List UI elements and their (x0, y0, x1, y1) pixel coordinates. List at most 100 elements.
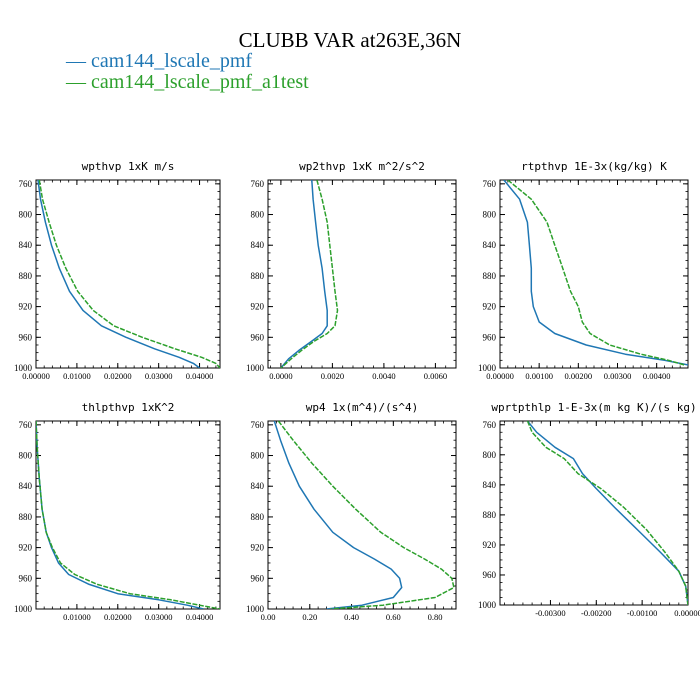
x-tick-label: 0.0020 (321, 371, 344, 381)
y-tick-label: 880 (19, 512, 33, 522)
y-tick-label: 960 (483, 332, 497, 342)
y-tick-label: 960 (19, 573, 33, 583)
y-tick-label: 920 (19, 302, 33, 312)
x-tick-label: 0.20 (302, 612, 317, 622)
series-line-cam144-lscale-pmf (37, 180, 201, 368)
y-tick-label: 840 (19, 481, 33, 491)
x-tick-label: 0.00100 (525, 371, 553, 381)
y-tick-label: 1000 (478, 363, 497, 373)
x-tick-label: 0.04000 (186, 612, 214, 622)
y-tick-label: 920 (251, 543, 265, 553)
y-tick-label: 880 (251, 512, 265, 522)
chart-panel-5: wp4 1x(m^4)/(s^4) 760 800 840 880 920 960 1000 0… (246, 401, 457, 622)
x-tick-label: -0.00300 (535, 608, 565, 618)
y-tick-label: 880 (251, 271, 265, 281)
y-tick-label: 960 (19, 332, 33, 342)
y-tick-label: 880 (483, 510, 497, 520)
y-tick-label: 800 (19, 210, 33, 220)
y-tick-label: 920 (483, 540, 497, 550)
chart-panel-3: rtpthvp 1E-3x(kg/kg) K 760 800 840 880 920 960… (478, 160, 689, 381)
y-tick-label: 880 (19, 271, 33, 281)
y-tick-label: 840 (483, 480, 497, 490)
legend-entry-cam144-lscale-pmf-a1test: — cam144_lscale_pmf_a1test (66, 71, 309, 93)
series-line-cam144-lscale-pmf (280, 180, 328, 368)
y-tick-label: 1000 (14, 363, 33, 373)
x-tick-label: 0.04000 (186, 371, 214, 381)
panel-title: wpthvp 1xK m/s (82, 160, 175, 173)
x-tick-label: -0.00100 (627, 608, 657, 618)
x-tick-label: 0.00200 (565, 371, 593, 381)
y-tick-label: 800 (251, 210, 265, 220)
series-line-cam144-lscale-pmf (36, 421, 204, 609)
series-line-cam144-lscale-pmf-a1test (507, 180, 685, 366)
y-tick-label: 960 (251, 573, 265, 583)
y-tick-label: 760 (483, 179, 497, 189)
y-tick-label: 800 (483, 450, 497, 460)
plot-frame (499, 420, 689, 606)
panel-title: rtpthvp 1E-3x(kg/kg) K (521, 160, 667, 173)
panel-title: wp2thvp 1xK m^2/s^2 (299, 160, 425, 173)
x-tick-label: 0.03000 (145, 371, 173, 381)
y-tick-label: 1000 (246, 604, 265, 614)
x-tick-label: 0.00300 (604, 371, 632, 381)
x-tick-label: 0.00000 (674, 608, 700, 618)
y-tick-label: 960 (483, 570, 497, 580)
panel-title: thlpthvp 1xK^2 (82, 401, 175, 414)
y-tick-label: 1000 (14, 604, 33, 614)
x-tick-label: 0.40 (344, 612, 359, 622)
x-tick-label: 0.0040 (372, 371, 395, 381)
plot-frame (35, 420, 221, 610)
plot-frame (267, 179, 457, 369)
x-tick-label: 0.01000 (63, 371, 91, 381)
x-tick-label: 0.0000 (269, 371, 292, 381)
y-tick-label: 920 (19, 543, 33, 553)
x-tick-label: -0.00200 (581, 608, 611, 618)
y-tick-label: 760 (483, 420, 497, 430)
x-tick-label: 0.02000 (104, 612, 132, 622)
y-tick-label: 800 (251, 451, 265, 461)
panel-title: wprtpthlp 1-E-3x(m kg K)/(s kg) (491, 401, 696, 414)
x-tick-label: 0.0060 (424, 371, 447, 381)
series-line-cam144-lscale-pmf (526, 421, 688, 605)
x-tick-label: 0.80 (428, 612, 443, 622)
x-tick-label: 0.00000 (486, 371, 514, 381)
y-tick-label: 760 (251, 420, 265, 430)
y-tick-label: 920 (251, 302, 265, 312)
y-tick-label: 920 (483, 302, 497, 312)
x-tick-label: 0.60 (386, 612, 401, 622)
legend-entry-cam144-lscale-pmf: — cam144_lscale_pmf (66, 50, 253, 72)
x-tick-label: 0.00400 (643, 371, 671, 381)
y-tick-label: 760 (19, 420, 33, 430)
y-tick-label: 760 (251, 179, 265, 189)
y-tick-label: 1000 (478, 600, 497, 610)
y-tick-label: 1000 (246, 363, 265, 373)
y-tick-label: 800 (19, 451, 33, 461)
plot-frame (267, 420, 457, 610)
y-tick-label: 840 (19, 240, 33, 250)
series-line-cam144-lscale-pmf-a1test (277, 421, 455, 609)
x-tick-label: 0.00000 (22, 371, 50, 381)
chart-panel-4: thlpthvp 1xK^2 760 800 840 880 920 960 1000 0.01… (14, 401, 221, 622)
y-tick-label: 800 (483, 210, 497, 220)
page-title: CLUBB VAR at263E,36N (238, 28, 462, 52)
plot-frame (499, 179, 689, 369)
y-tick-label: 840 (483, 240, 497, 250)
x-tick-label: 0.02000 (104, 371, 132, 381)
series-line-cam144-lscale-pmf-a1test (280, 180, 339, 368)
x-tick-label: 0.03000 (145, 612, 173, 622)
series-line-cam144-lscale-pmf (273, 421, 403, 609)
chart-panel-2: wp2thvp 1xK m^2/s^2 760 800 840 880 920 960 100… (246, 160, 457, 381)
y-tick-label: 840 (251, 240, 265, 250)
y-tick-label: 880 (483, 271, 497, 281)
plot-frame (35, 179, 221, 369)
y-tick-label: 840 (251, 481, 265, 491)
series-line-cam144-lscale-pmf-a1test (38, 180, 220, 368)
panel-title: wp4 1x(m^4)/(s^4) (306, 401, 419, 414)
y-tick-label: 760 (19, 179, 33, 189)
series-line-cam144-lscale-pmf-a1test (36, 421, 220, 609)
y-tick-label: 960 (251, 332, 265, 342)
series-line-cam144-lscale-pmf (503, 180, 688, 366)
series-line-cam144-lscale-pmf-a1test (526, 421, 688, 605)
x-tick-label: 0.01000 (63, 612, 91, 622)
